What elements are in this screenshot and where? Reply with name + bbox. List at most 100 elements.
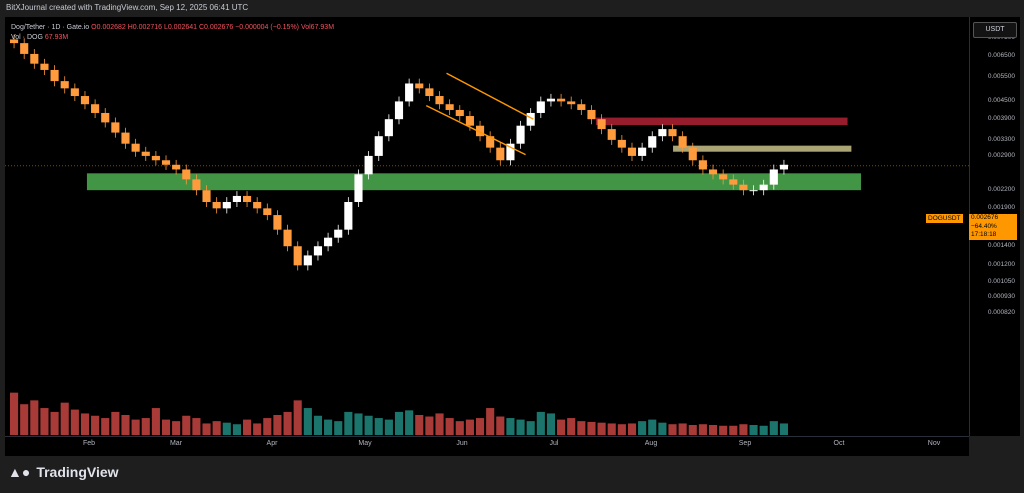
footer-bar: ▲● TradingView [0, 456, 1024, 493]
candle-body [779, 164, 788, 170]
candle-body [486, 136, 495, 148]
candle-body [658, 129, 667, 137]
channel-upper-line [446, 72, 534, 120]
time-tick-label: Jul [549, 440, 559, 447]
candle-body [374, 136, 383, 156]
candle-body [496, 147, 505, 161]
legend-volume: Vol67.93M [300, 24, 335, 31]
legend-line-1: Dog/Tether · 1D · Gate.io O0.002682 H0.0… [11, 23, 334, 33]
candle-body [516, 125, 525, 144]
volume-bar [648, 419, 657, 435]
volume-bar [465, 419, 474, 435]
candle-body [172, 164, 181, 170]
price-tick-label: 0.000820 [987, 308, 1015, 316]
volume-bar [242, 419, 252, 435]
tradingview-logo[interactable]: ▲● TradingView [8, 464, 119, 480]
candle-body [242, 195, 252, 202]
volume-bar [40, 408, 49, 435]
candle-body [222, 201, 231, 209]
candle-body [40, 63, 49, 70]
legend-vol-label: Vol · DOG [11, 34, 43, 41]
volume-bar [597, 422, 606, 435]
volume-bar [668, 424, 677, 435]
candle-body [627, 147, 637, 156]
price-tick-label: 0.003900 [987, 115, 1015, 123]
price-tick-label: 0.001050 [987, 277, 1015, 285]
volume-bar [627, 423, 637, 435]
attribution-text: BitXJournal created with TradingView.com… [6, 3, 249, 12]
time-tick-label: Oct [833, 440, 845, 447]
time-tick-label: Feb [82, 440, 96, 447]
volume-bar [658, 422, 667, 435]
candle-body [273, 215, 282, 230]
candle-body [10, 39, 19, 44]
volume-bar [60, 402, 69, 435]
top-attribution-bar: BitXJournal created with TradingView.com… [0, 0, 1024, 16]
time-axis[interactable] [5, 436, 969, 457]
volume-bar [161, 419, 171, 435]
volume-bar [557, 419, 566, 435]
volume-bar [719, 425, 728, 435]
chart-pane[interactable] [5, 17, 969, 436]
candle-body [121, 132, 130, 144]
volume-bar [313, 415, 323, 435]
candle-body [111, 122, 120, 133]
currency-button[interactable]: USDT [973, 22, 1017, 38]
candle-body [232, 195, 241, 202]
candle-body [739, 184, 748, 191]
candle-body [253, 201, 262, 209]
candle-body [546, 98, 556, 102]
last-change: −64.40% [971, 222, 997, 230]
candle-body [567, 101, 576, 105]
symbol-price-tag: DOGUSDT [926, 214, 963, 223]
volume-bar [405, 410, 414, 435]
candle-body [101, 112, 110, 123]
candle-body [678, 136, 687, 148]
price-tick-label: 0.002900 [987, 151, 1015, 159]
candle-body [202, 190, 211, 202]
last-price-tag: 0.002676 −64.40% 17:18:18 [969, 214, 1017, 240]
zone-resistance [595, 117, 848, 126]
price-tick-label: 0.003300 [987, 135, 1015, 143]
candle-body [80, 96, 90, 105]
price-tick-label: 0.002200 [987, 186, 1015, 194]
price-tick-label: 0.000930 [987, 292, 1015, 300]
candle-body [577, 104, 586, 110]
volume-bar [212, 421, 221, 435]
candle-body [70, 88, 79, 97]
candle-body [597, 119, 606, 130]
candle-body [668, 129, 677, 137]
volume-bar [455, 421, 464, 435]
candle-body [324, 237, 333, 247]
candle-body [91, 104, 100, 113]
candle-body [364, 155, 373, 175]
volume-bar [779, 423, 788, 435]
volume-bar [202, 423, 211, 435]
volume-bar [587, 421, 596, 435]
candle-body [719, 174, 728, 180]
volume-bar [536, 411, 545, 435]
price-tick-label: 0.001900 [987, 204, 1015, 212]
volume-bar [607, 423, 616, 435]
candle-body [759, 184, 768, 191]
price-tick-label: 0.001400 [987, 242, 1015, 250]
candle-body [384, 119, 393, 137]
volume-bar [425, 416, 434, 435]
volume-bar [273, 414, 282, 435]
price-tick-label: 0.001200 [987, 261, 1015, 269]
candle-body [638, 147, 647, 156]
volume-bar [374, 418, 383, 435]
volume-bar [506, 418, 515, 435]
candle-body [506, 143, 515, 161]
volume-bar [638, 421, 647, 435]
legend-ohlc: O0.002682 H0.002716 L0.002641 C0.002676 … [91, 24, 299, 31]
channel-lower-line [425, 104, 526, 156]
volume-bar [516, 419, 525, 435]
price-chart[interactable] [5, 17, 969, 436]
volume-bar [384, 419, 393, 435]
volume-bar [496, 416, 505, 435]
price-tick-label: 0.004500 [987, 97, 1015, 105]
candle-body [557, 98, 566, 102]
volume-bar [698, 424, 707, 435]
